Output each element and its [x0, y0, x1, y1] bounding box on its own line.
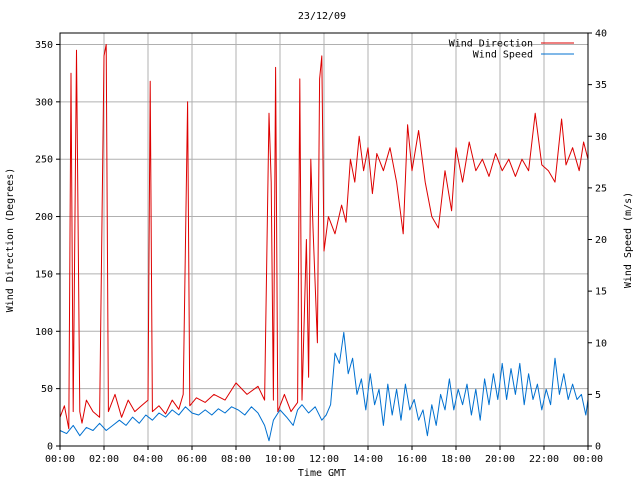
legend-label-wind-speed: Wind Speed: [473, 50, 533, 61]
y-left-tick-label: 350: [35, 40, 53, 51]
x-tick-label: 04:00: [133, 454, 163, 465]
x-tick-label: 08:00: [221, 454, 251, 465]
y-left-tick-label: 0: [47, 442, 53, 453]
x-tick-label: 20:00: [485, 454, 515, 465]
y-right-tick-label: 25: [595, 183, 607, 194]
x-tick-label: 22:00: [529, 454, 559, 465]
y-left-tick-label: 250: [35, 155, 53, 166]
y-right-tick-label: 0: [595, 442, 601, 453]
series-line-wind-direction: [59, 44, 589, 430]
y-right-tick-label: 35: [595, 80, 607, 91]
x-tick-label: 16:00: [397, 454, 427, 465]
y-axis-right-title: Wind Speed (m/s): [623, 192, 634, 288]
series-line-wind-speed: [59, 331, 589, 442]
y-right-tick-label: 40: [595, 29, 607, 40]
x-tick-label: 06:00: [177, 454, 207, 465]
y-left-tick-label: 300: [35, 97, 53, 108]
y-left-tick-label: 100: [35, 327, 53, 338]
y-right-tick-label: 5: [595, 390, 601, 401]
y-right-tick-label: 10: [595, 338, 607, 349]
y-axis-right: 0 5 10 15 20 25 30 35 40: [588, 29, 607, 453]
x-tick-label: 00:00: [45, 454, 75, 465]
x-tick-label: 10:00: [265, 454, 295, 465]
series-layer: [59, 44, 589, 442]
legend-label-wind-direction: Wind Direction: [449, 39, 533, 50]
y-left-tick-label: 200: [35, 212, 53, 223]
x-tick-label: 02:00: [89, 454, 119, 465]
y-axis-left: 0 50 100 150 200 250 300 350: [35, 40, 60, 453]
y-right-tick-label: 20: [595, 235, 607, 246]
x-axis-title: Time GMT: [298, 468, 346, 479]
x-tick-label: 12:00: [309, 454, 339, 465]
x-tick-label: 14:00: [353, 454, 383, 465]
y-left-tick-label: 50: [41, 384, 53, 395]
x-tick-label: 00:00: [573, 454, 603, 465]
x-axis: 00:00 02:00 04:00 06:00 08:00 10:00 12:00 14:00…: [45, 446, 603, 465]
y-axis-left-title: Wind Direction (Degrees): [5, 168, 16, 313]
y-left-tick-label: 150: [35, 269, 53, 280]
chart-title: 23/12/09: [298, 11, 346, 22]
y-right-tick-label: 15: [595, 287, 607, 298]
x-tick-label: 18:00: [441, 454, 471, 465]
y-right-tick-label: 30: [595, 132, 607, 143]
